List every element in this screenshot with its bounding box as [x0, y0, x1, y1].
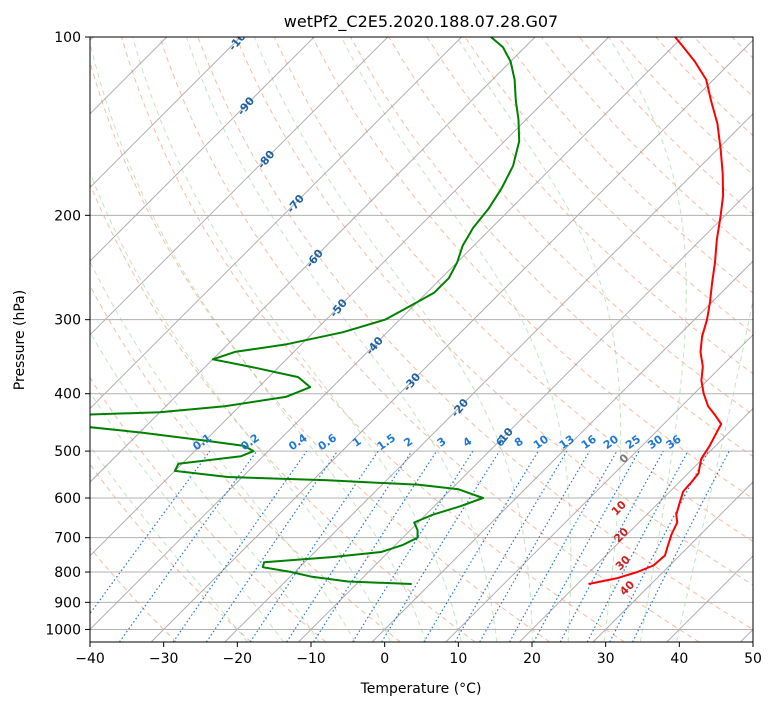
y-tick-label: 700 [54, 531, 81, 547]
mixing-ratio-line [205, 450, 338, 642]
mixing-ratio-line [286, 450, 413, 642]
mixing-ratio-line [312, 450, 438, 642]
dry-adiabat [90, 546, 177, 642]
isotherm [90, 37, 536, 483]
y-tick-label: 500 [54, 444, 81, 460]
series-layer [90, 37, 725, 585]
moist-adiabat [90, 260, 356, 642]
isotherm [224, 113, 753, 642]
isotherm [298, 186, 753, 642]
x-tick-label: −10 [296, 651, 326, 667]
moist-adiabat [90, 445, 248, 642]
x-tick-label: 50 [744, 651, 762, 667]
isotherm [90, 37, 315, 262]
mixing-ratio-line [352, 450, 474, 642]
x-tick-label: −40 [75, 651, 105, 667]
moist-adiabat [132, 37, 462, 642]
isotherm [150, 39, 753, 642]
isotherm [371, 260, 753, 642]
dewpoint-line [90, 37, 521, 585]
isotherm [592, 481, 753, 642]
y-axis-label: Pressure (hPa) [12, 290, 28, 390]
plot-area [90, 37, 753, 642]
dry-adiabat [197, 37, 753, 630]
dry-adiabat [121, 37, 625, 642]
chart-title: wetPf2_C2E5.2020.188.07.28.G07 [284, 12, 558, 32]
y-tick-label: 900 [54, 595, 81, 611]
mixing-ratio-line [559, 450, 664, 642]
x-tick-label: 30 [597, 651, 615, 667]
dry-adiabat [90, 60, 551, 642]
x-axis-label: Temperature (°C) [360, 681, 482, 697]
mixing-ratio-line [119, 450, 258, 642]
dry-adiabat [770, 37, 775, 642]
mixing-ratio-line [632, 450, 730, 642]
x-tick-label: 10 [449, 651, 467, 667]
plot-frame [89, 36, 754, 643]
mixing-ratio-line [533, 450, 640, 642]
x-tick-label: 40 [670, 651, 688, 667]
moist-adiabat [608, 37, 687, 642]
dry-adiabat [235, 37, 753, 586]
dry-adiabat [388, 37, 753, 416]
isotherm [90, 37, 683, 631]
dry-adiabat [159, 37, 700, 642]
dry-adiabat [90, 376, 327, 642]
moist-adiabat [90, 171, 391, 642]
y-tick-label: 800 [54, 565, 81, 581]
x-tick-label: −20 [223, 651, 253, 667]
y-tick-label: 1000 [45, 622, 81, 638]
y-tick-label: 300 [54, 313, 81, 329]
mixing-ratio-line [249, 450, 379, 642]
moist-adiabat [253, 37, 533, 642]
moist-adiabat [340, 37, 572, 642]
moist-adiabat [90, 391, 285, 642]
y-tick-label: 600 [54, 491, 81, 507]
y-tick-label: 400 [54, 387, 81, 403]
ticks-layer: −40 −30 −20 −10 0 10 20 30 40 50 100 200 300 400 500 60… [45, 30, 762, 667]
y-tick-label: 200 [54, 208, 81, 224]
x-tick-label: 20 [523, 651, 541, 667]
isotherm [519, 407, 753, 642]
isotherm [90, 37, 389, 336]
isotherm [445, 334, 753, 642]
dry-adiabat [502, 37, 753, 294]
isotherm [90, 37, 241, 189]
mixing-ratio-line [90, 450, 211, 615]
mixing-ratio-line [172, 450, 308, 642]
mixing-ratio-line [509, 450, 618, 642]
isotherm [90, 37, 462, 410]
moist-adiabat [90, 40, 427, 642]
x-tick-label: −30 [149, 651, 179, 667]
grid-layer [90, 37, 775, 642]
x-tick-label: 0 [380, 651, 389, 667]
temperature-line [588, 37, 725, 585]
dry-adiabat [90, 182, 476, 642]
y-tick-label: 100 [54, 30, 81, 46]
dry-adiabat [90, 463, 252, 642]
